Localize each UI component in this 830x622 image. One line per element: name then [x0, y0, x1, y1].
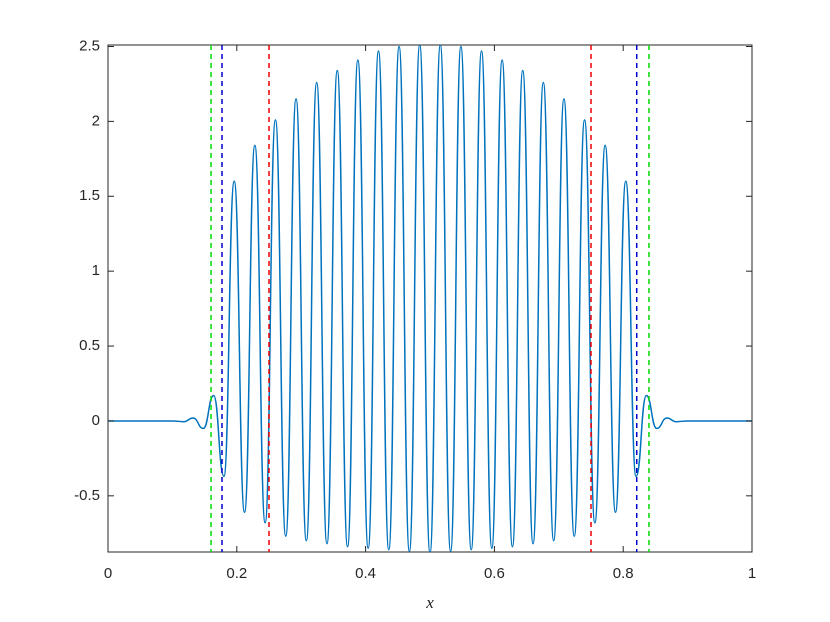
x-tick-label: 0.8 — [613, 565, 634, 582]
plot-content — [108, 45, 752, 552]
y-tick-label: 1.5 — [79, 187, 100, 204]
y-tick-label: 2.5 — [79, 37, 100, 54]
y-tick-label: 0 — [92, 412, 100, 429]
y-tick-label: 0.5 — [79, 337, 100, 354]
x-tick-label: 0 — [104, 565, 112, 582]
data-line — [108, 45, 752, 552]
x-tick-label: 1 — [748, 565, 756, 582]
plot-area — [107, 44, 753, 553]
x-tick-label: 0.6 — [484, 565, 505, 582]
x-tick-label: 0.4 — [355, 565, 376, 582]
x-axis-label: x — [425, 593, 434, 612]
x-tick-label: 0.2 — [226, 565, 247, 582]
y-tick-label: 2 — [92, 112, 100, 129]
y-tick-label: 1 — [92, 262, 100, 279]
y-tick-label: -0.5 — [74, 487, 100, 504]
